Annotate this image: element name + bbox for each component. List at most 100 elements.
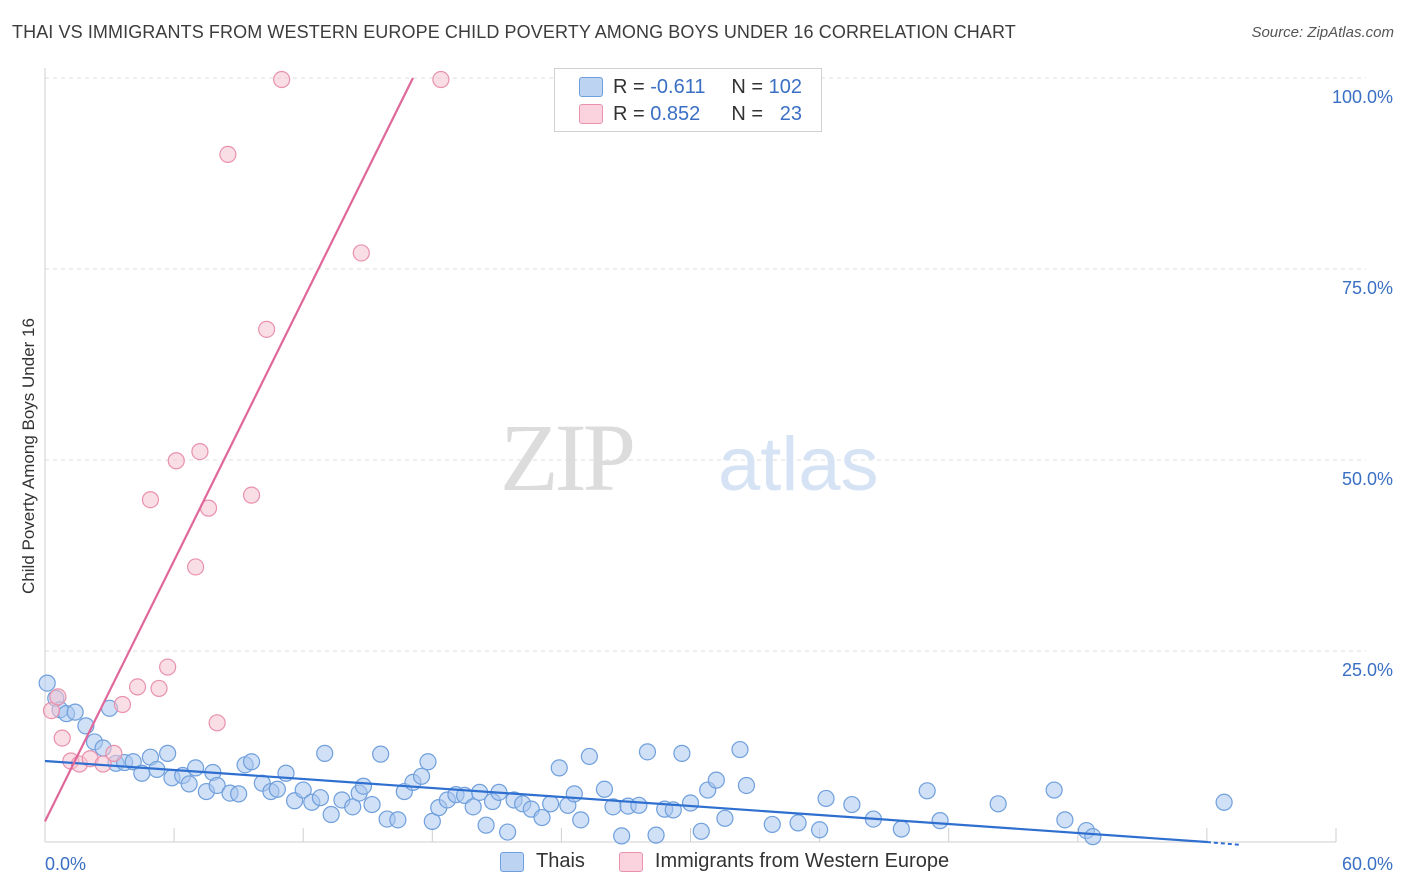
thais-point	[344, 798, 362, 816]
thais-point	[499, 823, 517, 841]
watermark-atlas: atlas	[718, 422, 879, 507]
immigrants-point	[208, 714, 226, 732]
thais-point	[892, 820, 910, 838]
immigrants-swatch	[579, 104, 603, 124]
thais-point	[638, 743, 657, 761]
immigrants-swatch	[618, 851, 643, 872]
thais-point	[810, 821, 829, 839]
immigrants-point	[42, 701, 61, 720]
thais-point	[716, 809, 734, 827]
legend-row-thais: R = -0.611 N = 102	[579, 74, 802, 100]
thais-point	[572, 811, 590, 829]
thais-point	[707, 771, 725, 789]
watermark-zip: ZIP	[500, 404, 633, 511]
legend-label-immigrants: Immigrants from Western Europe	[654, 850, 950, 872]
thais-point	[533, 808, 551, 827]
thais-point	[412, 767, 431, 785]
grid-lines	[45, 77, 1366, 652]
thais-point	[316, 744, 334, 762]
thais-point	[372, 745, 390, 763]
r-label: R =	[613, 102, 645, 125]
thais-point	[38, 674, 56, 692]
r-value: 0.852	[650, 102, 701, 125]
immigrants-point	[150, 679, 168, 698]
r-value: -0.611	[650, 75, 706, 98]
thais-point	[918, 782, 936, 800]
series-legend: Thais Immigrants from Western Europe	[500, 850, 983, 873]
thais-point	[613, 827, 631, 845]
thais-swatch	[500, 851, 524, 872]
thais-point	[419, 753, 437, 771]
thais-point	[931, 812, 949, 830]
thais-point	[565, 785, 583, 803]
thais-point	[843, 795, 861, 814]
thais-point	[1084, 828, 1102, 846]
y-axis-title: Child Poverty Among Boys Under 16	[19, 318, 38, 594]
axis-labels: 25.0% 50.0% 75.0% 100.0% 0.0% 60.0%	[45, 87, 1393, 874]
thais-point	[1045, 781, 1063, 799]
immigrants-point	[273, 70, 291, 89]
thais-point	[322, 805, 340, 824]
immigrants-points	[42, 70, 450, 773]
x-tick-label: 0.0%	[45, 854, 86, 874]
thais-point	[731, 740, 749, 759]
thais-point	[673, 744, 691, 762]
thais-point	[423, 812, 441, 830]
y-tick-label: 25.0%	[1342, 660, 1393, 680]
chart-title: THAI VS IMMIGRANTS FROM WESTERN EUROPE C…	[12, 22, 1016, 42]
immigrants-point	[159, 658, 177, 676]
thais-point	[737, 776, 756, 795]
thais-point	[389, 811, 407, 829]
thais-point	[268, 780, 286, 798]
thais-point	[630, 796, 648, 814]
watermark: ZIP atlas	[500, 404, 879, 511]
thais-point	[1215, 793, 1233, 811]
thais-point	[580, 747, 598, 766]
n-label: N =	[731, 102, 764, 125]
immigrants-trend-line	[44, 77, 414, 822]
source-label: Source: ZipAtlas.com	[1251, 24, 1394, 41]
immigrants-point	[113, 695, 132, 714]
thais-trend-extension	[1206, 841, 1242, 846]
y-tick-label: 50.0%	[1342, 469, 1393, 489]
thais-point	[159, 744, 177, 762]
y-tick-label: 100.0%	[1332, 87, 1393, 107]
thais-point	[763, 815, 781, 834]
thais-point	[1056, 811, 1074, 829]
thais-point	[187, 759, 205, 777]
thais-point	[208, 776, 226, 795]
n-value: 102	[768, 75, 802, 98]
correlation-legend: R = -0.611 N = 102 R = 0.852 N = 23	[554, 68, 822, 132]
legend-row-immigrants: R = 0.852 N = 23	[579, 101, 802, 127]
thais-point	[692, 822, 710, 840]
thais-point	[180, 775, 198, 793]
thais-swatch	[579, 77, 603, 97]
immigrants-point	[53, 729, 71, 747]
r-label: R =	[613, 75, 645, 98]
thais-point	[647, 826, 665, 844]
immigrants-point	[49, 688, 67, 706]
thais-point	[464, 798, 482, 816]
immigrants-point	[432, 70, 450, 89]
immigrants-point	[105, 744, 123, 762]
axes	[44, 68, 1337, 843]
thais-point	[242, 753, 261, 771]
immigrants-point	[128, 678, 147, 696]
n-value: 23	[779, 102, 802, 125]
thais-points	[38, 674, 1233, 846]
thais-point	[354, 777, 373, 795]
immigrants-point	[219, 145, 237, 163]
n-label: N =	[731, 75, 764, 98]
thais-point	[989, 795, 1007, 813]
y-tick-label: 75.0%	[1342, 278, 1393, 298]
thais-point	[66, 703, 84, 721]
immigrants-point	[352, 244, 370, 262]
thais-point	[363, 795, 381, 814]
thais-trend-line	[44, 759, 1207, 844]
thais-point	[817, 789, 835, 808]
immigrants-point	[167, 452, 185, 470]
thais-point	[477, 816, 495, 834]
immigrants-point	[242, 486, 261, 504]
thais-point	[542, 795, 560, 813]
